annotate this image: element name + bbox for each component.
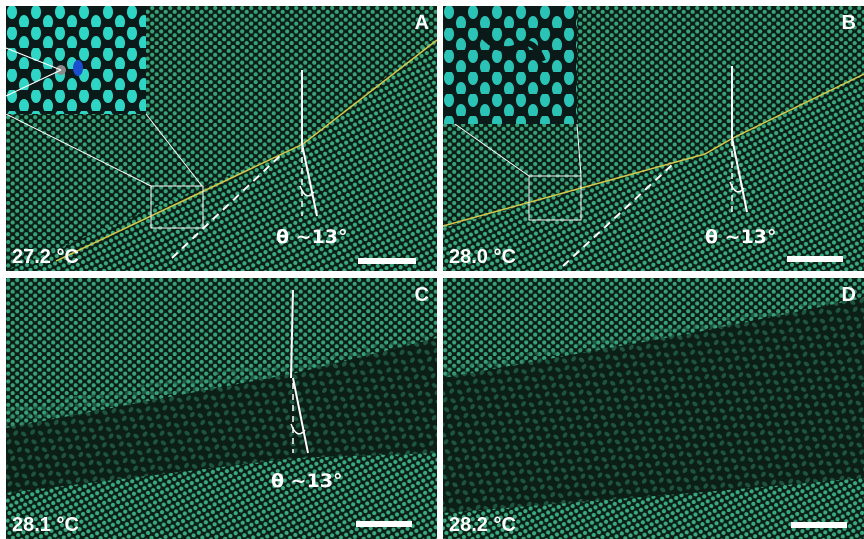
temperature-label: 28.1 °C bbox=[12, 514, 79, 536]
scale-bar bbox=[791, 522, 847, 528]
panel-label: C bbox=[414, 284, 429, 306]
panel-a: A θ ~13° 27.2 °C bbox=[6, 6, 437, 271]
inset-image-a bbox=[6, 6, 146, 114]
inset-image-b bbox=[443, 6, 577, 124]
scale-bar bbox=[356, 521, 412, 527]
crystal-lattice-image-d bbox=[443, 278, 864, 539]
scale-bar bbox=[358, 258, 416, 264]
scale-bar bbox=[787, 256, 843, 262]
panel-c: C θ ~13° 28.1 °C bbox=[6, 278, 437, 539]
crystal-lattice-image-c bbox=[6, 278, 437, 539]
panel-label: A bbox=[414, 12, 429, 34]
temperature-label: 28.2 °C bbox=[449, 514, 516, 536]
panel-d: D 28.2 °C bbox=[443, 278, 864, 539]
panel-label: B bbox=[841, 12, 856, 34]
angle-label: θ ~13° bbox=[276, 226, 348, 248]
temperature-label: 27.2 °C bbox=[12, 246, 79, 268]
panel-label: D bbox=[841, 284, 856, 306]
panel-b: B θ ~13° 28.0 °C bbox=[443, 6, 864, 271]
angle-label: θ ~13° bbox=[705, 226, 777, 248]
temperature-label: 28.0 °C bbox=[449, 246, 516, 268]
angle-label: θ ~13° bbox=[271, 470, 343, 492]
